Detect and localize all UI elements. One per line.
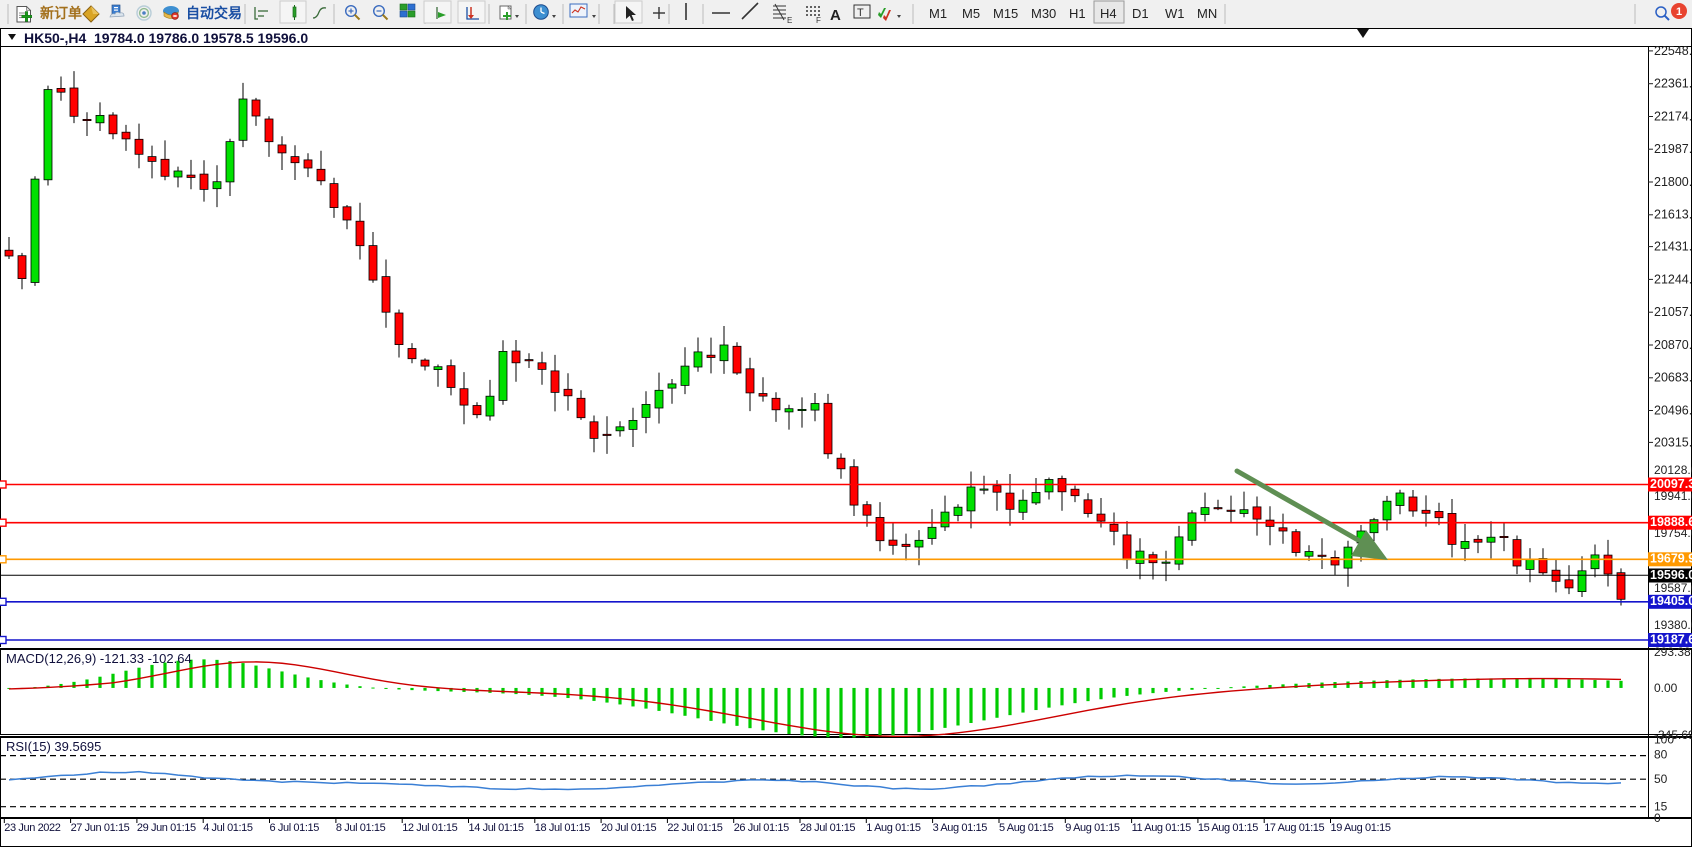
svg-text:20128.0: 20128.0: [1654, 463, 1692, 477]
svg-text:19405.0: 19405.0: [1650, 594, 1692, 608]
svg-text:19587.0: 19587.0: [1654, 581, 1692, 595]
svg-text:19679.9: 19679.9: [1650, 552, 1692, 566]
svg-text:19596.0: 19596.0: [1650, 568, 1692, 582]
svg-text:20097.3: 20097.3: [1650, 477, 1692, 491]
svg-text:19380.0: 19380.0: [1654, 618, 1692, 632]
svg-text:19187.6: 19187.6: [1650, 632, 1692, 646]
svg-text:19888.6: 19888.6: [1650, 515, 1692, 529]
